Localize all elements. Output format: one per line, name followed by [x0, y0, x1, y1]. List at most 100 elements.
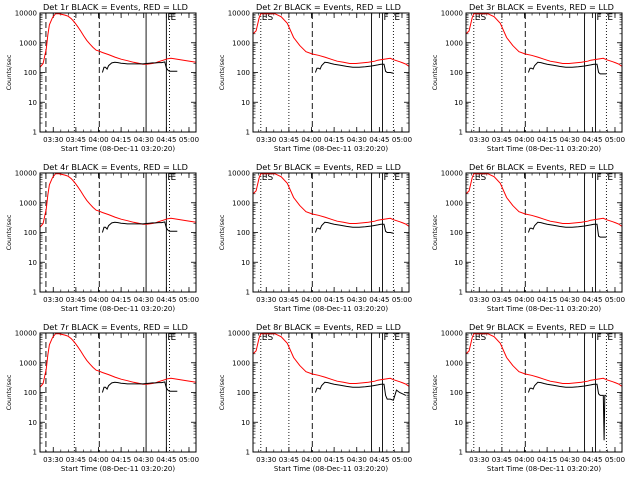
time-marker-label: ES [475, 13, 487, 23]
detector-panel-4: Det 4r BLACK = Events, RED = LLD Counts/s… [5, 162, 199, 313]
time-marker-label: E [607, 173, 613, 183]
lld-series-line [466, 13, 622, 67]
chart-title: Det 1r BLACK = Events, RED = LLD [43, 2, 188, 12]
x-axis-label: Start Time (08-Dec-11 03:20:20) [61, 145, 175, 153]
x-tick-label: 04:15 [537, 456, 557, 464]
x-tick-label: 04:45 [582, 136, 602, 144]
y-tick-label: 1000 [19, 359, 37, 367]
chart-title: Det 4r BLACK = Events, RED = LLD [43, 162, 188, 172]
x-tick-label: 04:15 [111, 456, 131, 464]
y-axis-label: Counts/sec [431, 374, 439, 410]
x-tick-label: 04:30 [347, 136, 367, 144]
lld-series-line [253, 333, 409, 387]
y-tick-label: 1 [33, 289, 37, 297]
y-tick-label: 10 [454, 259, 463, 267]
x-tick-label: 05:00 [605, 136, 625, 144]
detector-panel-8: Det 8r BLACK = Events, RED = LLD Counts/s… [218, 322, 412, 473]
time-marker-label: F [596, 173, 601, 183]
time-marker-label: E [394, 333, 400, 343]
x-tick-label: 04:15 [324, 296, 344, 304]
y-axis-label: Counts/sec [218, 54, 226, 90]
x-tick-label: 05:00 [392, 456, 412, 464]
plot-frame [39, 12, 197, 133]
x-tick-label: 04:00 [514, 456, 534, 464]
x-tick-label: 03:45 [279, 136, 299, 144]
time-marker-label: ES [262, 173, 274, 183]
y-tick-label: 10000 [15, 170, 37, 178]
y-tick-label: 1000 [232, 359, 250, 367]
x-tick-label: 04:00 [301, 136, 321, 144]
chart-title: Det 9r BLACK = Events, RED = LLD [469, 322, 614, 332]
y-axis-label: Counts/sec [218, 374, 226, 410]
chart-title: Det 8r BLACK = Events, RED = LLD [256, 322, 401, 332]
x-tick-label: 04:45 [156, 456, 176, 464]
y-axis-label: Counts/sec [431, 214, 439, 250]
x-tick-label: 03:30 [43, 136, 63, 144]
x-tick-label: 04:45 [369, 296, 389, 304]
x-tick-label: 03:45 [492, 136, 512, 144]
x-tick-label: 04:30 [347, 296, 367, 304]
x-tick-label: 05:00 [392, 136, 412, 144]
x-tick-label: 03:30 [256, 136, 276, 144]
x-axis-label: Start Time (08-Dec-11 03:20:20) [274, 305, 388, 313]
y-tick-label: 100 [450, 229, 463, 237]
y-tick-label: 10 [241, 259, 250, 267]
lld-series-line [253, 173, 409, 227]
plot-frame [39, 332, 197, 453]
detector-panel-7: Det 7r BLACK = Events, RED = LLD Counts/s… [5, 322, 199, 473]
x-axis-label: Start Time (08-Dec-11 03:20:20) [487, 145, 601, 153]
chart-title: Det 7r BLACK = Events, RED = LLD [43, 322, 188, 332]
y-tick-label: 100 [450, 69, 463, 77]
x-tick-label: 04:30 [134, 296, 154, 304]
y-tick-label: 1 [246, 449, 250, 457]
y-axis-label: Counts/sec [5, 214, 13, 250]
y-axis-label: Counts/sec [5, 54, 13, 90]
y-tick-label: 1000 [445, 199, 463, 207]
y-tick-label: 1 [33, 129, 37, 137]
y-tick-label: 100 [237, 389, 250, 397]
x-tick-label: 03:45 [279, 296, 299, 304]
events-series-line [101, 381, 178, 393]
lld-series-line [40, 13, 196, 68]
x-tick-label: 03:45 [492, 456, 512, 464]
y-tick-label: 10000 [441, 330, 463, 338]
x-tick-label: 04:00 [301, 456, 321, 464]
detector-panel-3: Det 3r BLACK = Events, RED = LLD Counts/s… [431, 2, 625, 153]
events-series-line [527, 61, 607, 75]
x-tick-label: 04:15 [537, 296, 557, 304]
x-tick-label: 04:45 [156, 296, 176, 304]
x-tick-label: 04:45 [369, 456, 389, 464]
y-tick-label: 1 [459, 129, 463, 137]
x-tick-label: 03:30 [43, 456, 63, 464]
plot-frame [39, 172, 197, 293]
time-marker-label: F [167, 173, 172, 183]
y-tick-label: 1 [459, 289, 463, 297]
lld-series-line [466, 173, 622, 227]
x-tick-label: 04:00 [514, 296, 534, 304]
time-marker-label: F [167, 333, 172, 343]
x-tick-label: 04:45 [582, 296, 602, 304]
y-tick-label: 1 [459, 449, 463, 457]
x-tick-label: 03:30 [43, 296, 63, 304]
x-tick-label: 05:00 [605, 296, 625, 304]
x-tick-label: 03:30 [469, 136, 489, 144]
events-series-line [101, 221, 178, 233]
y-tick-label: 10000 [441, 170, 463, 178]
y-tick-label: 1000 [232, 199, 250, 207]
y-axis-label: Counts/sec [218, 214, 226, 250]
y-tick-label: 10000 [228, 170, 250, 178]
chart-title: Det 5r BLACK = Events, RED = LLD [256, 162, 401, 172]
y-tick-label: 10 [28, 419, 37, 427]
x-tick-label: 04:15 [111, 136, 131, 144]
x-tick-label: 03:45 [66, 296, 86, 304]
y-tick-label: 10 [241, 99, 250, 107]
plot-frame [465, 12, 623, 133]
detector-panel-5: Det 5r BLACK = Events, RED = LLD Counts/s… [218, 162, 412, 313]
y-tick-label: 1000 [232, 39, 250, 47]
x-tick-label: 05:00 [179, 296, 199, 304]
chart-title: Det 6r BLACK = Events, RED = LLD [469, 162, 614, 172]
events-series-line [314, 381, 407, 401]
x-axis-label: Start Time (08-Dec-11 03:20:20) [274, 145, 388, 153]
x-tick-label: 04:15 [324, 456, 344, 464]
